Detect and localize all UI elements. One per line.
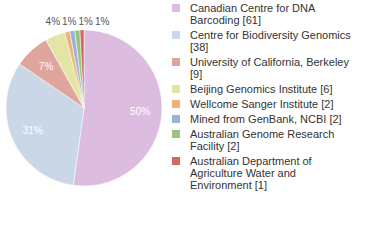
legend-label: University of California, Berkeley[9] [190, 56, 349, 80]
data-label: 1% [62, 16, 77, 27]
pie-slice [70, 31, 84, 108]
legend-swatch [172, 4, 180, 12]
data-label: 1% [78, 16, 93, 27]
legend-label: Canadian Centre for DNABarcoding [61] [190, 2, 316, 26]
legend-label: Centre for Biodiversity Genomics[38] [190, 29, 351, 53]
data-labels: 50%31%7%4%1%1%1% [23, 16, 151, 136]
data-label: 50% [130, 106, 150, 117]
legend-swatch [172, 100, 180, 108]
legend-swatch [172, 31, 180, 39]
chart: 50%31%7%4%1%1%1%Canadian Centre for DNAB… [0, 0, 380, 240]
data-label: 31% [23, 125, 43, 136]
pie [6, 30, 162, 186]
legend-swatch [172, 130, 180, 138]
legend-swatch [172, 85, 180, 93]
legend: Canadian Centre for DNABarcoding [61] Cen… [172, 2, 351, 191]
legend-label: Mined from GenBank, NCBI [2] [190, 113, 342, 125]
data-label: 1% [95, 16, 110, 27]
legend-label: Beijing Genomics Institute [6] [190, 83, 332, 95]
data-label: 4% [46, 16, 61, 27]
pie-slice [75, 30, 84, 108]
legend-label: Australian Genome ResearchFacility [2] [190, 128, 334, 152]
legend-swatch [172, 115, 180, 123]
legend-swatch [172, 157, 180, 165]
legend-label: Wellcome Sanger Institute [2] [190, 98, 333, 110]
pie-slice [73, 30, 162, 186]
data-label: 7% [39, 61, 54, 72]
pie-slice [80, 30, 84, 108]
legend-swatch [172, 58, 180, 66]
legend-label: Australian Department ofAgriculture Wate… [190, 155, 313, 191]
